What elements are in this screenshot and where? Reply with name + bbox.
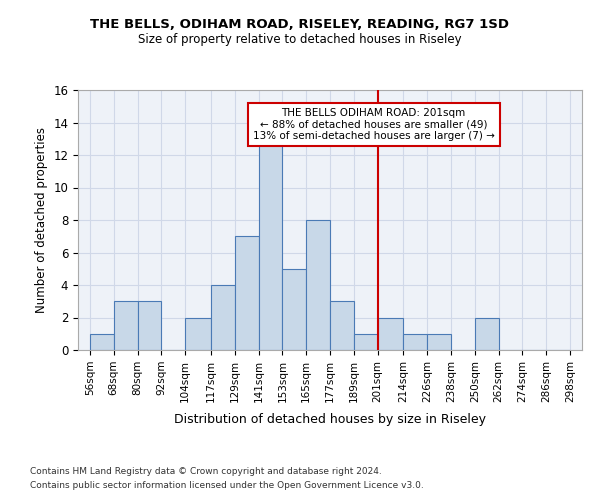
Text: THE BELLS, ODIHAM ROAD, RISELEY, READING, RG7 1SD: THE BELLS, ODIHAM ROAD, RISELEY, READING…: [91, 18, 509, 30]
Text: Size of property relative to detached houses in Riseley: Size of property relative to detached ho…: [138, 32, 462, 46]
Bar: [354, 334, 377, 350]
Bar: [211, 285, 235, 350]
Text: Contains public sector information licensed under the Open Government Licence v3: Contains public sector information licen…: [30, 481, 424, 490]
Bar: [90, 334, 114, 350]
Bar: [283, 269, 306, 350]
Bar: [427, 334, 451, 350]
Bar: [330, 301, 354, 350]
X-axis label: Distribution of detached houses by size in Riseley: Distribution of detached houses by size …: [174, 413, 486, 426]
Bar: [137, 301, 161, 350]
Bar: [185, 318, 211, 350]
Bar: [235, 236, 259, 350]
Bar: [475, 318, 499, 350]
Bar: [114, 301, 137, 350]
Bar: [259, 138, 283, 350]
Text: THE BELLS ODIHAM ROAD: 201sqm
← 88% of detached houses are smaller (49)
13% of s: THE BELLS ODIHAM ROAD: 201sqm ← 88% of d…: [253, 108, 494, 141]
Y-axis label: Number of detached properties: Number of detached properties: [35, 127, 48, 313]
Bar: [403, 334, 427, 350]
Bar: [377, 318, 403, 350]
Bar: [306, 220, 330, 350]
Text: Contains HM Land Registry data © Crown copyright and database right 2024.: Contains HM Land Registry data © Crown c…: [30, 467, 382, 476]
